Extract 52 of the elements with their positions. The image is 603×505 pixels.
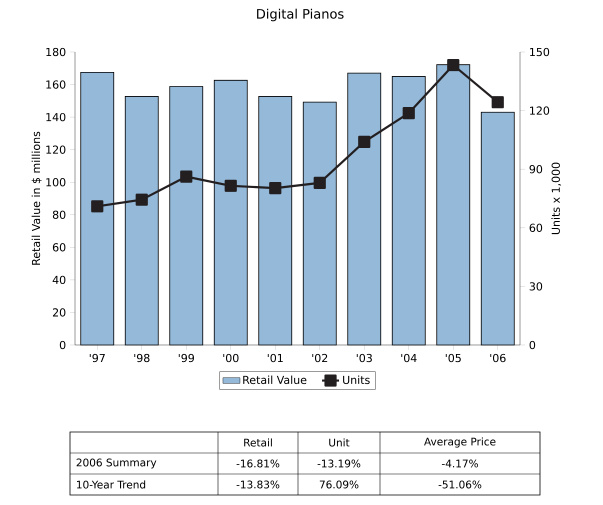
chart-title: Digital Pianos <box>257 8 344 22</box>
y2-tick-label: 120 <box>530 106 550 115</box>
y-tick-label: 120 <box>46 145 66 154</box>
point <box>314 176 326 189</box>
point <box>492 96 504 108</box>
point <box>180 170 192 183</box>
point <box>224 180 237 192</box>
text: -4.17% <box>442 460 478 468</box>
y-tick-label: 100 <box>46 178 66 186</box>
point <box>91 200 104 212</box>
y-tick-label: 140 <box>46 112 66 122</box>
point <box>269 182 282 194</box>
text: 10-Year Trend <box>77 480 146 489</box>
x-tick-label: '97 <box>90 354 105 362</box>
x-tick-label: '02 <box>312 354 328 362</box>
text: Unit <box>329 438 350 447</box>
text: Average Price <box>424 437 496 448</box>
y-tick-label: 60 <box>52 243 66 252</box>
y2-tick-label: 30 <box>530 282 542 291</box>
point <box>136 194 148 206</box>
x-tick-label: '98 <box>134 354 150 362</box>
text: 2006 Summary <box>76 458 156 468</box>
text: Retail <box>244 438 272 447</box>
x-tick-label: '99 <box>178 354 194 362</box>
text: -16.81% <box>236 460 280 468</box>
y2-tick-label: 90 <box>530 165 542 174</box>
y2-tick-label: 60 <box>530 224 542 232</box>
legend-label: Units <box>343 376 370 384</box>
y-tick-label: 160 <box>46 80 66 89</box>
x-tick-label: '01 <box>268 354 283 362</box>
y-tick-label: 80 <box>52 210 66 219</box>
y-tick-label: 0 <box>60 340 66 350</box>
y2-tick-label: 0 <box>530 340 536 350</box>
point <box>402 107 415 120</box>
point <box>358 136 370 148</box>
x-tick-label: '06 <box>490 354 506 362</box>
text: 76.09% <box>320 480 358 488</box>
x-tick-label: '00 <box>223 354 239 362</box>
x-tick-label: '04 <box>401 354 417 362</box>
text: -13.83% <box>236 480 280 488</box>
y2-tick-label: 150 <box>530 48 550 56</box>
x-tick-label: '05 <box>446 354 461 362</box>
y-tick-label: 20 <box>52 308 66 317</box>
y-axis-title: Retail Value in $ millions <box>32 132 42 265</box>
y-tick-label: 180 <box>46 48 66 56</box>
x-tick-label: '03 <box>356 354 372 362</box>
point <box>447 58 460 72</box>
y2-axis-title: Units x 1,000 <box>551 162 562 234</box>
text: -51.06% <box>438 480 482 488</box>
text: -13.19% <box>318 460 360 468</box>
legend-label: Retail Value <box>243 376 306 384</box>
y-tick-label: 40 <box>52 276 66 284</box>
